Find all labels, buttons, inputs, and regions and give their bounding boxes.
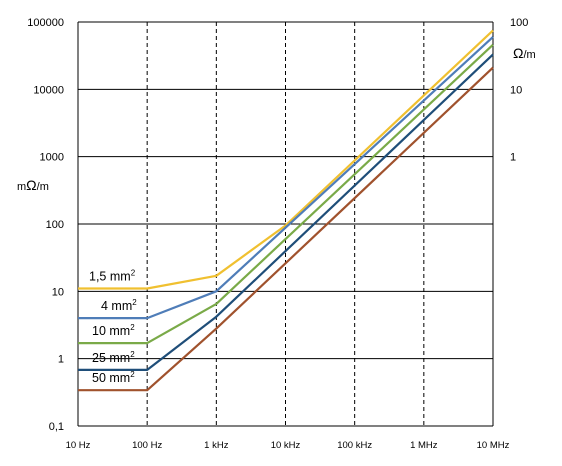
series-line bbox=[78, 36, 494, 320]
series-label-text: 10 mm bbox=[92, 324, 130, 338]
series-label-superscript: 2 bbox=[130, 350, 135, 359]
left-unit-suffix: /m bbox=[37, 181, 49, 193]
x-tick-label: 10 MHz bbox=[477, 440, 510, 451]
y-tick-label: 100 bbox=[46, 219, 64, 231]
y-tick-label: 0,1 bbox=[49, 421, 64, 433]
series-label-superscript: 2 bbox=[131, 269, 136, 278]
left-unit-prefix: m bbox=[17, 181, 26, 193]
y-right-tick-label: 1 bbox=[510, 152, 516, 164]
x-tick-label: 100 kHz bbox=[337, 440, 372, 451]
y-tick-label: 10 bbox=[52, 286, 64, 298]
x-tick-label: 1 kHz bbox=[204, 440, 229, 451]
series-label: 4 mm2 bbox=[101, 298, 137, 313]
series-line bbox=[78, 53, 494, 371]
svg-text:Ω/m: Ω/m bbox=[513, 45, 536, 61]
series-label: 10 mm2 bbox=[92, 323, 135, 338]
series-label-superscript: 2 bbox=[130, 370, 135, 379]
y-tick-label: 10000 bbox=[33, 84, 64, 96]
right-unit-suffix: /m bbox=[523, 49, 535, 61]
y-tick-label: 1000 bbox=[40, 152, 64, 164]
y-tick-label: 100000 bbox=[27, 17, 64, 29]
x-tick-label: 10 Hz bbox=[66, 440, 91, 451]
series-label-superscript: 2 bbox=[130, 323, 135, 332]
series-label-text: 50 mm bbox=[92, 371, 130, 385]
x-tick-label: 1 MHz bbox=[410, 440, 438, 451]
x-tick-label: 100 Hz bbox=[132, 440, 162, 451]
series-label-text: 4 mm bbox=[101, 299, 132, 313]
right-axis-unit: Ω/m bbox=[513, 45, 536, 61]
series-label-text: 1,5 mm bbox=[89, 270, 131, 284]
y-tick-label: 1 bbox=[58, 354, 64, 366]
x-tick-label: 10 kHz bbox=[271, 440, 301, 451]
series-label-superscript: 2 bbox=[132, 298, 137, 307]
left-unit-symbol: Ω bbox=[26, 177, 36, 193]
labels: 0,1 1 10 100 1000 10000 100000 10 Hz 100 Hz 1 kHz… bbox=[27, 17, 528, 451]
series-lines bbox=[78, 29, 494, 392]
series-line bbox=[78, 29, 494, 290]
svg-text:mΩ/m: mΩ/m bbox=[17, 177, 49, 193]
right-unit-symbol: Ω bbox=[513, 45, 523, 61]
series-line bbox=[78, 66, 494, 392]
grid bbox=[77, 21, 494, 427]
series-label: 50 mm2 bbox=[92, 370, 135, 385]
y-right-tick-label: 100 bbox=[510, 17, 528, 29]
left-axis-unit: mΩ/m bbox=[17, 177, 49, 193]
series-label: 1,5 mm2 bbox=[89, 269, 136, 284]
y-right-tick-label: 10 bbox=[510, 84, 522, 96]
series-label: 25 mm2 bbox=[92, 350, 135, 365]
series-label-text: 25 mm bbox=[92, 351, 130, 365]
series-line bbox=[78, 43, 494, 345]
